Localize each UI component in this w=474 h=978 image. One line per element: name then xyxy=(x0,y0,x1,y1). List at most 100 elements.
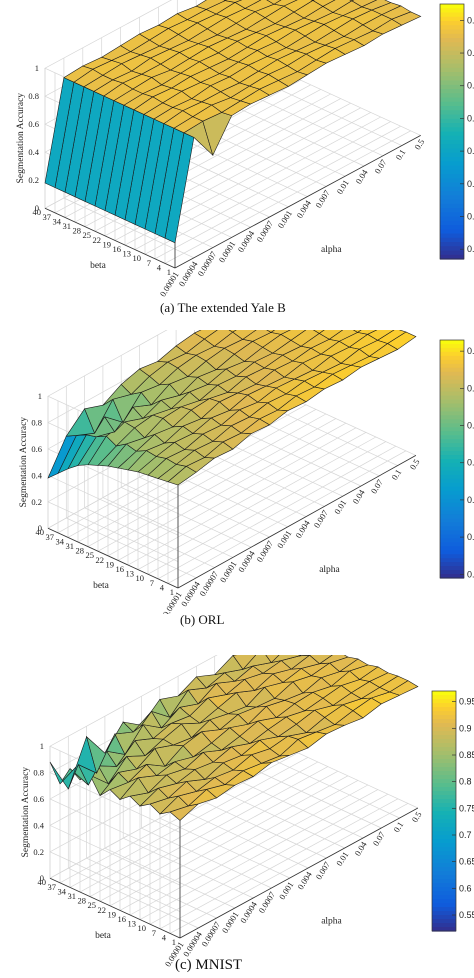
floor-grid-line xyxy=(214,787,345,849)
colorbar-band xyxy=(432,855,456,860)
beta-tick-label: 19 xyxy=(106,559,115,569)
colorbar-band xyxy=(440,140,464,145)
surface-patch xyxy=(224,0,243,3)
colorbar-tick-label: 0.8 xyxy=(467,48,474,58)
colorbar-band xyxy=(432,711,456,716)
colorbar: 0.55 0.6 0.65 0.7 0.75 0.8 0.85 0.9 0.95 xyxy=(431,690,474,932)
colorbar-band xyxy=(432,831,456,836)
colorbar-band xyxy=(432,795,456,800)
colorbar-band xyxy=(440,76,464,82)
surface-patch xyxy=(353,330,362,333)
beta-tick-label: 10 xyxy=(138,923,147,933)
alpha-tick-label: 0.004 xyxy=(294,198,313,220)
surface-patch xyxy=(193,330,218,340)
z-tick-label: 0.6 xyxy=(28,119,39,129)
colorbar-band xyxy=(440,212,464,218)
colorbar-band xyxy=(432,863,456,868)
beta-tick-label: 1 xyxy=(172,937,176,947)
colorbar-band xyxy=(432,819,456,824)
z-tick-label: 0.4 xyxy=(28,147,39,157)
colorbar-band xyxy=(432,731,456,736)
colorbar-band xyxy=(432,903,456,908)
colorbar-band xyxy=(440,131,464,137)
colorbar-band xyxy=(432,775,456,780)
alpha-tick-label: 0.5 xyxy=(407,457,421,471)
colorbar-band xyxy=(432,823,456,828)
chart-panel-yale-b: 0 0.2 0.4 0.6 0.8 1 40 37 34 31 28 25 22 19 16 13 10 7 4 1 0… xyxy=(0,0,474,320)
colorbar-band xyxy=(440,169,464,175)
alpha-tick-label: 0.0004 xyxy=(236,548,257,574)
z-axis-label: Segmentation Accuracy xyxy=(16,93,26,184)
colorbar-band xyxy=(432,707,456,712)
colorbar-tick-label: 0.8 xyxy=(459,777,472,787)
colorbar-band xyxy=(432,923,456,928)
z-tick-label: 0.2 xyxy=(33,847,44,857)
z-tick-label: 0 xyxy=(35,203,39,213)
surface-patch xyxy=(234,0,262,9)
axis-line xyxy=(174,135,421,269)
floor-grid-line xyxy=(267,405,398,466)
beta-tick-label: 25 xyxy=(83,230,92,240)
surface-patch xyxy=(318,330,344,340)
colorbar-band xyxy=(440,391,464,397)
floor-grid-line xyxy=(159,798,399,930)
beta-tick-label: 10 xyxy=(133,253,142,263)
beta-tick-label: 22 xyxy=(98,905,107,915)
axis-line xyxy=(47,527,179,589)
surface-patch xyxy=(298,655,311,657)
colorbar-band xyxy=(440,371,464,377)
colorbar-band xyxy=(440,443,464,448)
alpha-tick-label: 0.04 xyxy=(350,487,367,506)
beta-tick-label: 34 xyxy=(53,216,62,226)
colorbar-band xyxy=(440,415,464,420)
beta-tick-label: 13 xyxy=(126,569,135,579)
colorbar-band xyxy=(432,751,456,756)
colorbar-frame xyxy=(431,690,457,932)
colorbar-band xyxy=(432,739,456,744)
beta-tick-label: 40 xyxy=(33,207,42,217)
colorbar-band xyxy=(440,242,464,247)
beta-tick-label: 28 xyxy=(78,896,87,906)
colorbar-band xyxy=(440,21,464,26)
colorbar-band xyxy=(440,466,464,472)
axis-line xyxy=(177,455,417,589)
floor-grid-line xyxy=(287,747,419,809)
surface-patch xyxy=(266,330,275,333)
beta-tick-label: 4 xyxy=(160,582,165,592)
colorbar-band xyxy=(440,522,464,528)
colorbar-tick-label: 0.9 xyxy=(459,723,472,733)
colorbar-band xyxy=(440,546,464,551)
z-tick-label: 0.2 xyxy=(28,175,39,185)
colorbar-band xyxy=(440,486,464,492)
colorbar-band xyxy=(440,351,464,357)
beta-tick-label: 34 xyxy=(58,886,67,896)
beta-tick-label: 37 xyxy=(48,882,57,892)
colorbar-band xyxy=(432,755,456,760)
z-tick-label: 0.8 xyxy=(31,418,42,428)
z-tick-label: 0.6 xyxy=(33,794,44,804)
beta-tick-label: 40 xyxy=(38,877,47,887)
alpha-tick-label: 0.04 xyxy=(352,839,369,858)
colorbar-tick-label: 0.55 xyxy=(459,910,474,920)
colorbar-band xyxy=(440,510,464,516)
floor-grid-line xyxy=(167,450,407,584)
floor-grid-line xyxy=(144,121,391,255)
colorbar-band xyxy=(432,847,456,852)
colorbar-band xyxy=(440,101,464,107)
colorbar-band xyxy=(440,574,464,579)
alpha-tick-label: 0.0001 xyxy=(220,910,241,935)
floor-grid-line xyxy=(121,487,252,548)
alpha-tick-label: 0.0007 xyxy=(256,890,277,915)
surface-patch xyxy=(351,0,378,8)
floor-grid-line xyxy=(109,775,349,907)
beta-tick-label: 31 xyxy=(68,891,77,901)
colorbar-band xyxy=(440,474,464,480)
colorbar-tick-label: 0.95 xyxy=(459,697,474,707)
floor-grid-line xyxy=(117,427,357,561)
colorbar-band xyxy=(432,723,456,728)
alpha-axis-label: alpha xyxy=(321,916,342,926)
alpha-axis-label: alpha xyxy=(319,565,340,575)
floor-grid-line xyxy=(214,116,346,177)
colorbar-band xyxy=(440,55,464,60)
colorbar-band xyxy=(432,899,456,904)
